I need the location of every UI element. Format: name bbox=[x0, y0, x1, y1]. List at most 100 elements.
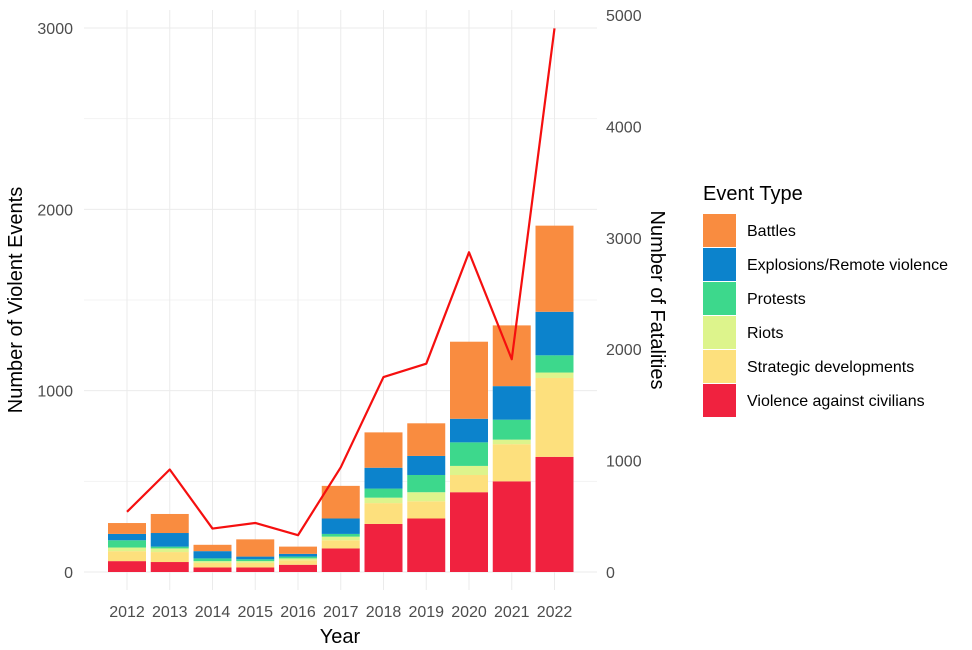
x-tick-label: 2014 bbox=[195, 604, 231, 621]
bar-segment bbox=[108, 523, 146, 534]
bar-segment bbox=[279, 558, 317, 561]
bar-segment bbox=[364, 523, 403, 572]
x-axis-ticks: 2012 2013 2014 2015 2016 2017 2018 2019 2020 2021… bbox=[109, 604, 572, 621]
x-tick-label: 2018 bbox=[366, 604, 402, 621]
legend-swatch bbox=[703, 214, 736, 247]
legend-swatch bbox=[703, 248, 736, 281]
x-tick-label: 2021 bbox=[494, 604, 530, 621]
legend-label: Riots bbox=[747, 325, 783, 342]
x-tick-label: 2013 bbox=[152, 604, 188, 621]
legend-label: Explosions/Remote violence bbox=[747, 257, 948, 274]
y-tick-label: 3000 bbox=[37, 21, 73, 38]
bar-segment bbox=[450, 341, 488, 419]
y2-tick-label: 4000 bbox=[606, 119, 642, 136]
bar-segment bbox=[108, 551, 146, 562]
bar-segment bbox=[450, 474, 488, 493]
bar-segment bbox=[321, 536, 360, 541]
bar-segment bbox=[236, 567, 275, 572]
bar-segment bbox=[108, 533, 146, 541]
bar-segment bbox=[193, 561, 232, 563]
bar-segment bbox=[492, 419, 531, 440]
bar-segment bbox=[108, 561, 146, 572]
bar-segment bbox=[150, 552, 189, 563]
bar-segment bbox=[407, 518, 446, 572]
bar-segment bbox=[279, 560, 317, 565]
x-axis-title: Year bbox=[320, 626, 361, 648]
bar-segment bbox=[236, 562, 275, 568]
legend-swatch bbox=[703, 350, 736, 383]
bar-segment bbox=[535, 225, 574, 312]
bar-segment bbox=[535, 372, 574, 378]
legend-swatch bbox=[703, 384, 736, 417]
bar-segment bbox=[150, 546, 189, 549]
bar-segment bbox=[150, 533, 189, 547]
y-tick-label: 0 bbox=[64, 565, 73, 582]
legend-swatch bbox=[703, 316, 736, 349]
bar-segment bbox=[407, 455, 446, 475]
x-tick-label: 2019 bbox=[408, 604, 444, 621]
left-axis-ticks: 0 1000 2000 3000 bbox=[37, 21, 73, 582]
bar-segment bbox=[321, 548, 360, 572]
bar-segment bbox=[407, 492, 446, 502]
y-tick-label: 2000 bbox=[37, 202, 73, 219]
bar-segment bbox=[364, 432, 403, 468]
bar-segment bbox=[193, 551, 232, 559]
x-tick-label: 2015 bbox=[237, 604, 273, 621]
y-tick-label: 1000 bbox=[37, 384, 73, 401]
y2-axis-title: Number of Fatalities bbox=[646, 211, 668, 390]
legend: Event Type Battles Explosions/Remote viol… bbox=[703, 183, 948, 417]
bar-segment bbox=[279, 546, 317, 554]
bar-segment bbox=[364, 467, 403, 489]
y2-tick-label: 1000 bbox=[606, 454, 642, 471]
bar-segment bbox=[236, 539, 275, 557]
bar-segment bbox=[193, 562, 232, 568]
legend-label: Battles bbox=[747, 223, 796, 240]
bar-segment bbox=[450, 442, 488, 466]
bar-segment bbox=[535, 311, 574, 356]
fatalities-line-layer bbox=[126, 28, 556, 537]
legend-label: Strategic developments bbox=[747, 359, 914, 376]
bar-segment bbox=[364, 497, 403, 504]
legend-swatch bbox=[703, 282, 736, 315]
y2-tick-label: 2000 bbox=[606, 342, 642, 359]
bar-segment bbox=[450, 492, 488, 572]
bar-segment bbox=[279, 556, 317, 559]
bar-segment bbox=[492, 481, 531, 572]
bar-segment bbox=[236, 556, 275, 560]
bar-segment bbox=[279, 564, 317, 572]
x-tick-label: 2012 bbox=[109, 604, 145, 621]
bar-segment bbox=[108, 540, 146, 548]
bar-segment bbox=[321, 533, 360, 537]
bar-segment bbox=[193, 558, 232, 562]
y2-tick-label: 0 bbox=[606, 565, 615, 582]
bar-segment bbox=[321, 518, 360, 534]
bar-segment bbox=[193, 544, 232, 552]
y-axis-title: Number of Violent Events bbox=[5, 187, 27, 413]
bar-segment bbox=[150, 513, 189, 534]
bar-segment bbox=[407, 501, 446, 519]
bar-segment bbox=[407, 423, 446, 456]
legend-label: Protests bbox=[747, 291, 806, 308]
bars bbox=[108, 225, 574, 572]
x-tick-label: 2016 bbox=[280, 604, 316, 621]
bar-segment bbox=[150, 562, 189, 572]
bar-segment bbox=[236, 559, 275, 562]
bar-segment bbox=[108, 547, 146, 552]
bar-segment bbox=[321, 540, 360, 549]
bar-segment bbox=[492, 386, 531, 420]
x-tick-label: 2022 bbox=[537, 604, 573, 621]
bar-segment bbox=[492, 439, 531, 445]
x-tick-label: 2017 bbox=[323, 604, 359, 621]
legend-label: Violence against civilians bbox=[747, 393, 925, 410]
bar-segment bbox=[364, 488, 403, 498]
bar-segment bbox=[407, 474, 446, 493]
y2-tick-label: 5000 bbox=[606, 8, 642, 25]
legend-title: Event Type bbox=[703, 183, 803, 205]
bar-segment bbox=[236, 561, 275, 563]
x-tick-label: 2020 bbox=[451, 604, 487, 621]
bar-segment bbox=[492, 444, 531, 482]
bar-segment bbox=[364, 503, 403, 524]
bar-segment bbox=[193, 567, 232, 572]
bar-segment bbox=[535, 456, 574, 572]
